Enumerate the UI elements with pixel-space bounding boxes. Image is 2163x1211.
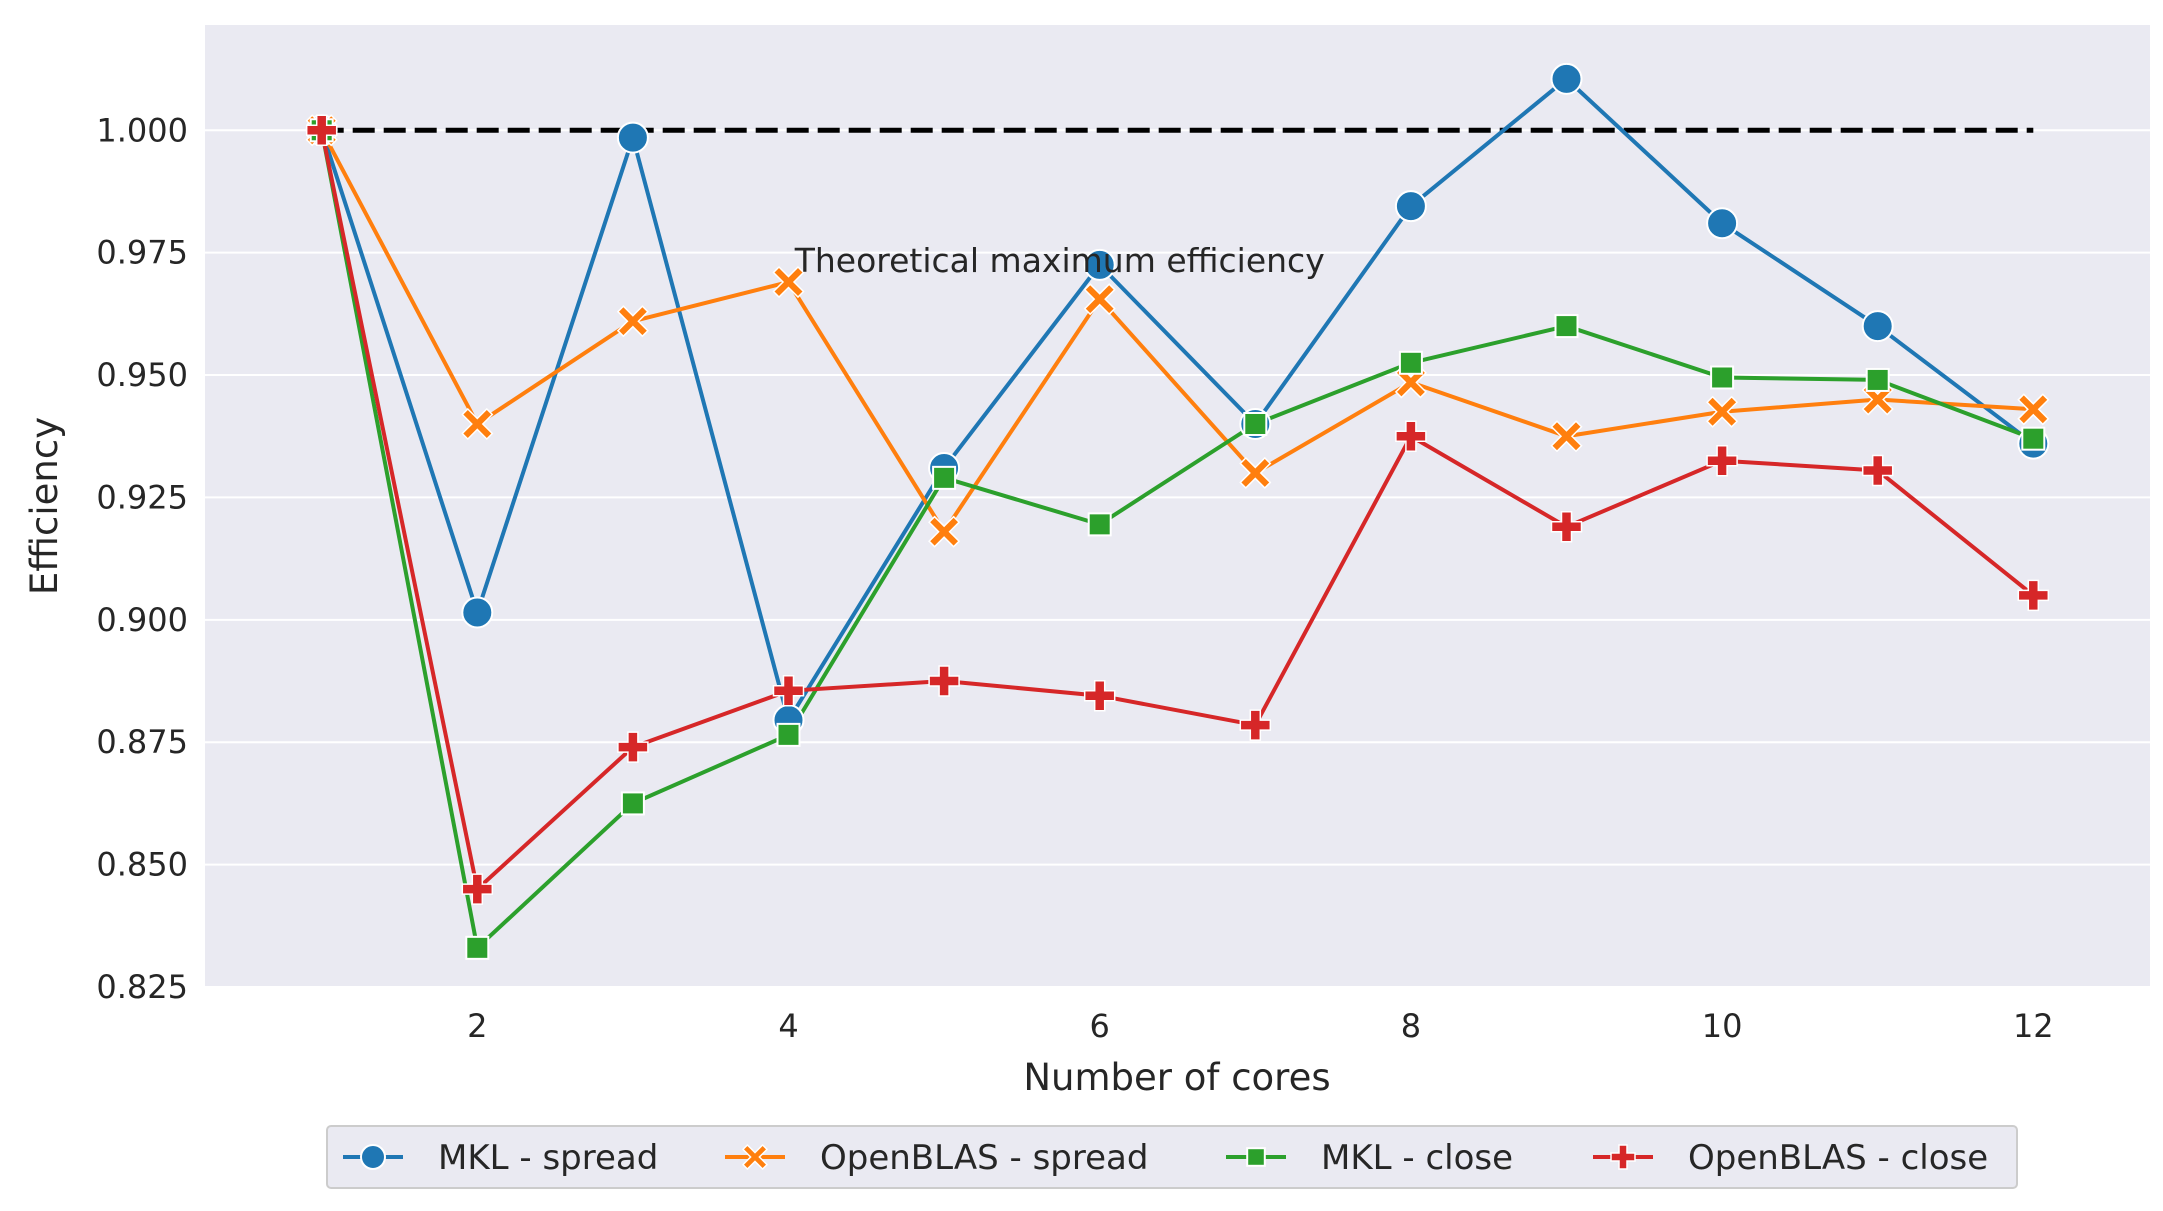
data-point-openblas-spread: [1239, 456, 1272, 490]
data-point-mkl-close: [1087, 512, 1112, 537]
data-point-openblas-spread: [928, 515, 961, 548]
data-point-mkl-close: [776, 722, 801, 747]
data-point-mkl-close: [1398, 350, 1423, 375]
data-point-openblas-close: [1550, 511, 1583, 543]
data-point-mkl-spread: [1861, 310, 1894, 343]
series-markers: [305, 62, 2050, 960]
data-point-openblas-close: [1861, 454, 1894, 487]
data-point-openblas-spread: [772, 265, 805, 299]
data-point-mkl-spread: [461, 596, 494, 629]
data-point-openblas-spread: [616, 305, 649, 338]
data-point-openblas-close: [1239, 709, 1272, 741]
data-point-openblas-spread: [1083, 283, 1116, 316]
series-lines: [319, 76, 2036, 950]
annotation-label: Theoretical maximum efficiency: [794, 241, 1325, 280]
data-point-openblas-close: [928, 665, 960, 697]
data-point-mkl-spread: [616, 121, 649, 154]
legend-label-mkl-spread: MKL - spread: [438, 1138, 658, 1178]
legend: MKL - spread OpenBLAS - spread MKL - close…: [326, 1125, 2018, 1189]
y-tick-label: 0.900: [96, 601, 188, 639]
data-point-mkl-close: [2021, 426, 2046, 451]
legend-frame: [326, 1125, 2018, 1189]
series-line-openblas-spread: [319, 128, 2036, 534]
data-point-openblas-close: [461, 873, 494, 905]
data-point-openblas-close: [305, 114, 338, 147]
x-tick-label: 12: [2013, 1007, 2054, 1045]
x-tick-label: 2: [467, 1007, 487, 1045]
data-point-mkl-spread: [1083, 248, 1116, 281]
x-tick-label: 8: [1401, 1007, 1421, 1045]
data-point-openblas-spread: [1550, 420, 1583, 453]
data-point-mkl-spread: [1394, 190, 1427, 223]
tick-labels: 0.825 0.850 0.875 0.900 0.925 0.950 0.975 1.000…: [96, 111, 2053, 1045]
data-point-mkl-close: [1865, 367, 1890, 392]
gridlines: [205, 129, 2150, 988]
data-point-openblas-spread: [2017, 393, 2050, 426]
data-point-mkl-close: [1710, 365, 1735, 390]
data-point-openblas-close: [1395, 420, 1427, 452]
y-tick-label: 0.875: [96, 723, 188, 761]
x-tick-label: 10: [1702, 1007, 1743, 1045]
data-point-mkl-close: [1554, 314, 1579, 339]
y-tick-label: 1.000: [96, 111, 188, 149]
x-axis-title: Number of cores: [1023, 1056, 1330, 1099]
y-tick-label: 0.950: [96, 356, 188, 394]
data-point-openblas-close: [617, 731, 649, 763]
data-point-openblas-spread: [1706, 395, 1739, 428]
data-point-mkl-close: [620, 791, 645, 816]
plot-background: [205, 25, 2150, 987]
y-tick-label: 0.825: [96, 968, 188, 1006]
data-point-openblas-close: [1706, 444, 1738, 477]
y-tick-label: 0.925: [96, 478, 188, 516]
series-line-openblas-close: [319, 128, 2036, 892]
series-line-mkl-spread: [319, 76, 2036, 723]
series-line-mkl-close: [319, 128, 2036, 950]
data-point-mkl-close: [932, 465, 957, 490]
data-point-mkl-close: [1243, 411, 1268, 436]
data-point-mkl-close: [465, 935, 490, 960]
data-point-openblas-spread: [461, 407, 494, 441]
data-point-openblas-close: [1083, 679, 1116, 712]
legend-label-openblas-close: OpenBLAS - close: [1688, 1138, 1988, 1178]
legend-marker-mkl-close: [1246, 1147, 1266, 1167]
y-axis-title: Efficiency: [23, 417, 66, 595]
data-point-openblas-close: [2017, 579, 2050, 612]
data-point-mkl-spread: [1706, 207, 1739, 240]
y-tick-label: 0.850: [96, 846, 188, 884]
legend-label-mkl-close: MKL - close: [1321, 1138, 1513, 1178]
data-point-mkl-spread: [1550, 62, 1583, 95]
legend-marker-openblas-close: [1610, 1144, 1636, 1170]
x-tick-label: 6: [1090, 1007, 1110, 1045]
data-point-openblas-close: [772, 675, 805, 707]
x-tick-label: 4: [778, 1007, 798, 1045]
legend-label-openblas-spread: OpenBLAS - spread: [820, 1138, 1148, 1178]
legend-marker-mkl-spread: [360, 1144, 386, 1170]
y-tick-label: 0.975: [96, 234, 188, 272]
legend-marker-openblas-spread: [741, 1143, 769, 1171]
